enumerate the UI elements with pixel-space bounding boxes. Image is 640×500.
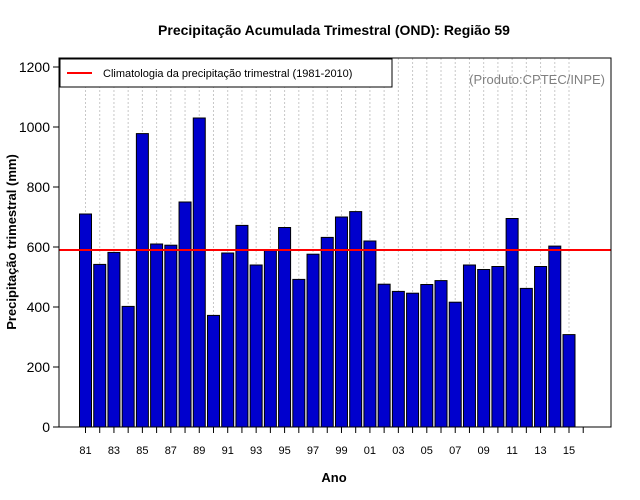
legend: Climatologia da precipitação trimestral … [59, 58, 393, 88]
plot-frame [58, 57, 612, 428]
y-tick-label: 600 [27, 239, 51, 255]
x-tick-label: 91 [222, 445, 234, 457]
bar-2009 [477, 269, 491, 428]
y-axis: 0 200 400 600 800 1000 1200 [19, 59, 59, 435]
bar-2015 [562, 334, 576, 428]
bar-1981 [79, 213, 92, 428]
y-axis-title: Precipitação trimestral (mm) [4, 154, 19, 330]
source-note: (Produto:CPTEC/INPE) [469, 72, 605, 87]
chart-title: Precipitação Acumulada Trimestral (OND):… [158, 22, 510, 38]
bar-2003 [391, 290, 405, 428]
x-axis: 81 83 85 87 89 91 93 95 97 99 01 03 05 07 09 11 13 15 [79, 427, 584, 457]
x-tick-label: 93 [250, 445, 262, 457]
x-tick-label: 09 [478, 445, 490, 457]
x-tick-label: 87 [165, 445, 177, 457]
bar-1994 [263, 250, 277, 428]
bar-1995 [278, 227, 292, 428]
bar-2005 [420, 284, 434, 428]
bar-2007 [448, 301, 462, 428]
x-tick-label: 97 [307, 445, 319, 457]
x-tick-label: 07 [449, 445, 461, 457]
bar-1988 [178, 201, 192, 428]
bar-2013 [534, 266, 548, 428]
bar-1996 [292, 278, 306, 428]
x-tick-label: 99 [335, 445, 347, 457]
x-tick-label: 11 [506, 445, 517, 457]
x-tick-label: 05 [421, 445, 433, 457]
bar-1990 [206, 314, 220, 428]
bar-1991 [221, 252, 235, 428]
x-tick-label: 81 [79, 445, 91, 457]
legend-label: Climatologia da precipitação trimestral … [103, 68, 352, 80]
x-tick-label: 83 [108, 445, 120, 457]
x-tick-label: 01 [364, 445, 376, 457]
bar-1984 [121, 305, 135, 428]
bar-1997 [306, 253, 320, 428]
bar-2004 [406, 292, 420, 428]
bar-1982 [93, 263, 107, 428]
y-tick-label: 200 [27, 359, 51, 375]
bar-2006 [434, 280, 448, 428]
bar-1983 [107, 251, 121, 428]
bar-1992 [235, 224, 249, 428]
bar-2014 [548, 245, 562, 428]
bar-2002 [377, 283, 391, 428]
x-tick-label: 15 [563, 445, 575, 457]
x-tick-label: 85 [136, 445, 148, 457]
y-tick-label: 800 [27, 179, 51, 195]
x-tick-label: 13 [534, 445, 546, 457]
bar-1985 [135, 133, 149, 428]
bar-2000 [349, 211, 363, 428]
x-axis-title: Ano [321, 470, 346, 485]
legend-box [59, 58, 393, 88]
bar-1989 [192, 117, 206, 428]
bar-2012 [519, 287, 533, 428]
y-tick-label: 400 [27, 299, 51, 315]
x-tick-label: 89 [193, 445, 205, 457]
bar-1999 [334, 216, 348, 428]
x-tick-label: 95 [278, 445, 290, 457]
bar-2008 [462, 264, 476, 428]
bars [79, 117, 576, 428]
y-tick-label: 1200 [19, 59, 50, 75]
bar-1986 [150, 243, 164, 428]
bar-1987 [164, 244, 178, 428]
bar-1998 [320, 236, 334, 428]
bar-2001 [363, 240, 377, 428]
y-tick-label: 0 [42, 419, 50, 435]
y-tick-label: 1000 [19, 119, 50, 135]
x-tick-label: 03 [392, 445, 404, 457]
bar-2010 [491, 266, 505, 428]
bar-1993 [249, 264, 263, 428]
